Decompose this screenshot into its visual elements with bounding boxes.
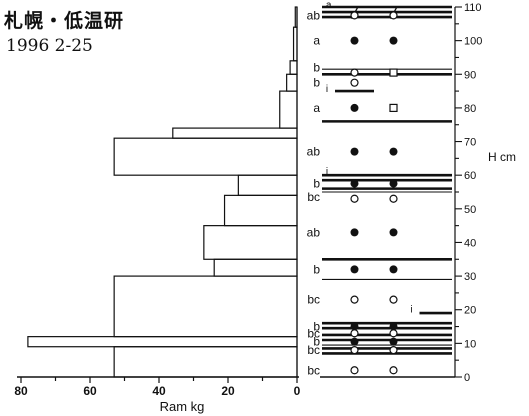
faceted-grain-symbol — [389, 194, 398, 203]
ram-x-tick-label: 20 — [221, 384, 235, 398]
layer-grain-label: b — [313, 76, 320, 90]
ram-x-tick-label: 0 — [294, 384, 301, 398]
ram-bar — [237, 174, 298, 196]
height-tick-label: 20 — [464, 305, 476, 317]
ice-lens-label: i — [326, 84, 328, 95]
layer-grain-label: bc — [307, 343, 320, 357]
ram-x-tick-label: 60 — [83, 384, 97, 398]
height-tick-label: 80 — [464, 103, 476, 115]
rounded-grain-symbol — [389, 36, 398, 45]
rounded-grain-symbol — [389, 322, 398, 331]
faceted-grain-symbol — [389, 11, 398, 20]
rounded-grain-symbol — [350, 265, 359, 274]
faceted-grain-symbol — [389, 295, 398, 304]
ice-lens-label: a — [326, 0, 332, 11]
height-tick-label: 0 — [464, 372, 470, 384]
height-tick-label: 70 — [464, 137, 476, 149]
ram-bar — [172, 127, 298, 139]
ram-bar — [113, 137, 298, 176]
faceted-grain-symbol — [350, 329, 359, 338]
height-axis: 0 10 20 30 40 50 60 70 80 90 100 110 — [320, 2, 482, 384]
layer-grain-label: a — [313, 101, 320, 115]
layer-grain-label: a — [313, 34, 320, 48]
ram-bar — [203, 225, 298, 260]
height-tick-label: 50 — [464, 204, 476, 216]
faceted-grain-symbol — [350, 366, 359, 375]
height-tick-label: 110 — [464, 2, 482, 14]
faceted-grain-symbol — [350, 11, 359, 20]
ram-x-tick-label: 80 — [14, 384, 28, 398]
ram-axis — [17, 7, 299, 378]
height-tick-label: 100 — [464, 36, 482, 48]
rounded-grain-symbol — [350, 228, 359, 237]
faceted-grain-symbol — [389, 345, 398, 355]
height-axis-label: H cm — [488, 150, 516, 164]
ram-ticks: 80 60 40 20 0 — [14, 377, 301, 398]
ram-x-axis-label: Ram kg — [160, 399, 205, 414]
ram-bars — [27, 6, 298, 378]
ram-bar — [279, 90, 298, 129]
rounded-grain-symbol — [350, 147, 359, 156]
height-tick-label: 30 — [464, 271, 476, 283]
layer-grain-label: b — [313, 262, 320, 276]
ram-bar — [286, 73, 298, 92]
layer-grain-label: b — [313, 61, 320, 75]
ram-bar — [289, 60, 298, 75]
faceted-grain-symbol — [350, 194, 359, 203]
rounded-grain-symbol — [389, 337, 398, 346]
layer-grain-label: b — [313, 177, 320, 191]
ram-bar — [213, 258, 298, 277]
ram-x-tick-label: 40 — [152, 384, 166, 398]
rounded-grain-symbol — [389, 147, 398, 156]
rounded-grain-symbol — [389, 179, 398, 188]
ram-bar — [113, 346, 298, 378]
rounded-grain-symbol — [389, 228, 398, 237]
depth-hoar-symbol — [389, 103, 398, 113]
faceted-grain-symbol — [350, 295, 359, 304]
ice-lens-label: i — [326, 167, 328, 178]
rounded-grain-symbol — [350, 337, 359, 346]
rounded-grain-symbol — [350, 36, 359, 45]
depth-hoar-symbol — [389, 68, 398, 77]
station-title: 札幌・低温研 — [4, 10, 125, 32]
observation-date: 1996 2-25 — [6, 36, 93, 56]
height-tick-label: 90 — [464, 69, 476, 81]
ram-bar — [294, 6, 298, 28]
ice-lens-label: i — [410, 304, 412, 315]
layer-grain-label: ab — [307, 8, 321, 22]
layer-boundary-lines — [322, 5, 452, 355]
faceted-grain-symbol — [389, 329, 398, 338]
grain-shape-symbols — [350, 7, 398, 375]
layer-grain-label: b — [313, 320, 320, 334]
height-tick-label: 40 — [464, 237, 476, 249]
rounded-grain-symbol — [350, 179, 359, 188]
height-tick-label: 10 — [464, 338, 476, 350]
height-tick-label: 60 — [464, 170, 476, 182]
layer-grain-label: bc — [307, 326, 320, 340]
layer-grain-label: bc — [307, 363, 320, 377]
layer-grain-label: bc — [307, 293, 320, 307]
faceted-grain-symbol — [389, 366, 398, 375]
faceted-grain-symbol — [350, 68, 359, 77]
rounded-grain-symbol — [389, 265, 398, 274]
rounded-grain-symbol — [350, 103, 359, 112]
layer-grain-label: ab — [307, 225, 321, 239]
faceted-grain-symbol — [350, 78, 359, 87]
ram-bar — [292, 26, 298, 62]
layer-grain-label: ab — [307, 145, 321, 159]
layer-grain-label: bc — [307, 190, 320, 204]
ram-bar — [223, 194, 298, 227]
rounded-grain-symbol — [350, 322, 359, 331]
layer-grain-label: b — [313, 335, 320, 349]
ram-bar — [27, 336, 298, 348]
faceted-grain-symbol — [350, 345, 359, 355]
ram-bar — [113, 275, 298, 338]
